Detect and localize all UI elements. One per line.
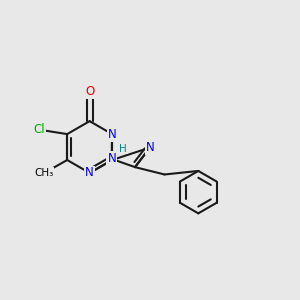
Text: N: N — [107, 152, 116, 165]
Text: N: N — [146, 141, 154, 154]
Text: Cl: Cl — [33, 123, 45, 136]
Text: N: N — [85, 167, 94, 179]
Text: CH₃: CH₃ — [34, 168, 53, 178]
Text: H: H — [119, 144, 127, 154]
Text: N: N — [108, 128, 116, 141]
Text: O: O — [85, 85, 94, 98]
